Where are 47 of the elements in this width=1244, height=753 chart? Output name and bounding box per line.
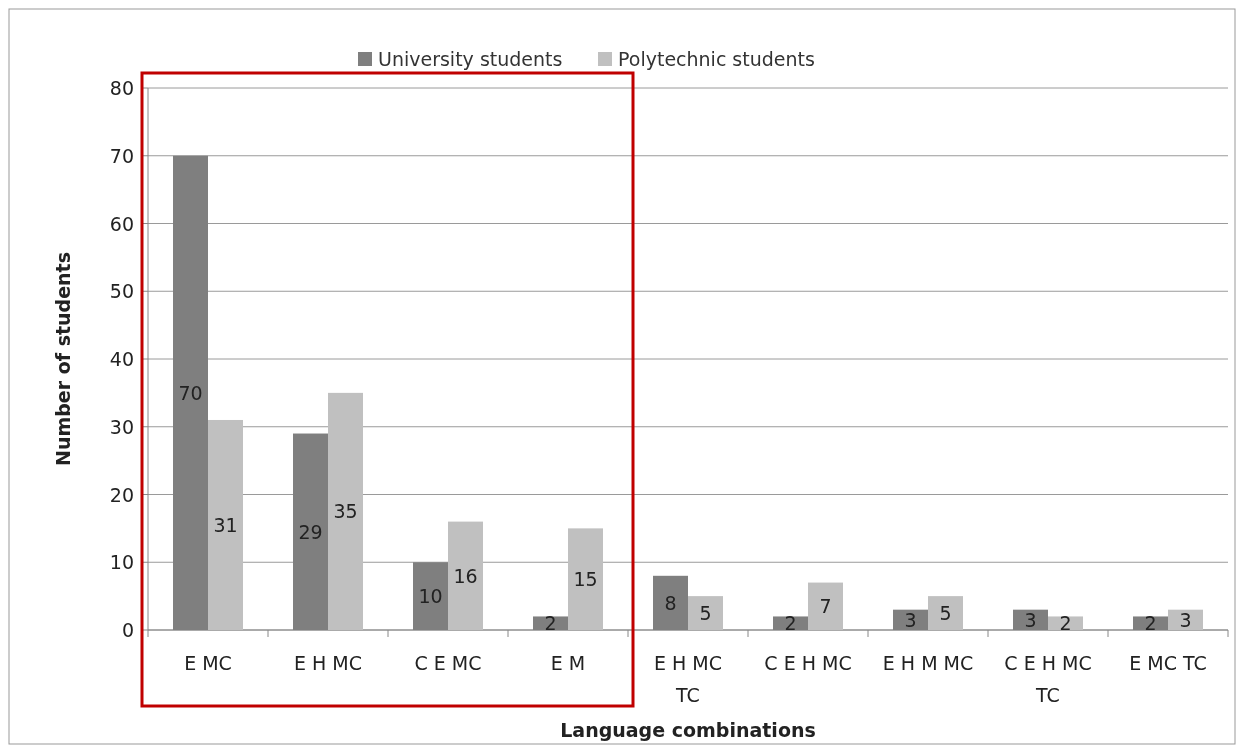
y-axis-title: Number of students bbox=[52, 252, 74, 466]
data-label: 70 bbox=[178, 381, 203, 404]
data-label: 2 bbox=[544, 612, 557, 635]
data-label: 3 bbox=[904, 608, 917, 631]
data-label: 10 bbox=[418, 585, 443, 608]
data-label: 35 bbox=[333, 500, 358, 523]
bar bbox=[208, 419, 243, 630]
x-tick-label: E H M MC bbox=[882, 652, 974, 674]
x-tick-label: E H MC bbox=[293, 652, 363, 674]
bar bbox=[568, 528, 603, 630]
x-tick-label: E M bbox=[550, 652, 586, 674]
data-label: 2 bbox=[784, 612, 797, 635]
data-label: 3 bbox=[1024, 608, 1037, 631]
bar bbox=[328, 392, 363, 630]
legend-label: Polytechnic students bbox=[618, 48, 815, 70]
data-label: 29 bbox=[298, 520, 323, 543]
y-tick-label: 80 bbox=[109, 77, 134, 99]
x-tick-label: E MC bbox=[184, 652, 232, 674]
data-label: 2 bbox=[1144, 612, 1157, 635]
data-label: 5 bbox=[939, 602, 952, 625]
data-label: 15 bbox=[573, 568, 598, 591]
data-label: 7 bbox=[819, 595, 832, 618]
legend-label: University students bbox=[378, 48, 563, 70]
y-tick-label: 0 bbox=[121, 619, 134, 641]
bar bbox=[688, 596, 723, 630]
y-tick-label: 70 bbox=[109, 144, 134, 167]
x-tick-label: E H MC TC bbox=[653, 652, 723, 706]
data-label: 5 bbox=[699, 602, 712, 625]
data-label: 31 bbox=[213, 513, 238, 536]
y-tick-label: 40 bbox=[109, 348, 134, 370]
data-label: 2 bbox=[1059, 612, 1072, 635]
bar bbox=[808, 582, 843, 630]
bar bbox=[448, 521, 483, 630]
data-label: 16 bbox=[453, 564, 478, 587]
x-tick-label: C E H MC bbox=[764, 652, 852, 674]
x-tick-label: C E H MC TC bbox=[1004, 652, 1092, 706]
data-label: 8 bbox=[664, 591, 677, 614]
x-axis-title: Language combinations bbox=[560, 719, 816, 741]
data-label: 3 bbox=[1179, 608, 1192, 631]
x-tick-label: E MC TC bbox=[1129, 652, 1207, 674]
y-tick-label: 50 bbox=[109, 280, 134, 303]
bar bbox=[928, 596, 963, 630]
x-tick-label: C E MC bbox=[414, 652, 482, 674]
y-tick-label: 60 bbox=[109, 212, 134, 235]
y-tick-label: 10 bbox=[109, 551, 134, 574]
y-tick-label: 20 bbox=[109, 483, 134, 506]
y-tick-label: 30 bbox=[109, 415, 134, 438]
